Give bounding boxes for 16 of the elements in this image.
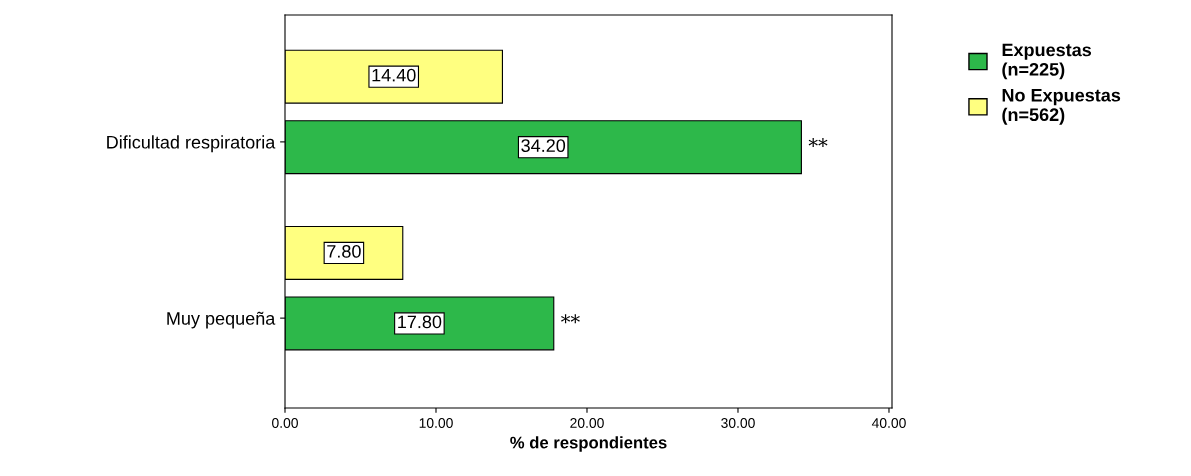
- data-label: 17.80: [398, 315, 442, 329]
- y-tick-label: Dificultad respiratoria: [107, 135, 276, 153]
- y-tick-label: Muy pequeña: [167, 311, 276, 329]
- x-tick-label: 40.00: [871, 418, 906, 428]
- x-axis-title: % de respondientes: [510, 436, 667, 452]
- annotation: **: [561, 314, 580, 324]
- annotation: **: [808, 138, 828, 147]
- legend-label: No Expuestas (n=562): [1002, 89, 1121, 125]
- x-tick-label: 0.00: [272, 418, 298, 428]
- x-tick-label: 30.00: [721, 418, 755, 428]
- data-label: 7.80: [327, 244, 361, 258]
- x-tick-label: 20.00: [570, 418, 604, 428]
- legend-label: Expuestas (n=225): [1002, 43, 1092, 80]
- data-label: 34.20: [521, 139, 566, 153]
- data-label: 14.40: [372, 68, 416, 82]
- x-tick-label: 10.00: [419, 418, 453, 428]
